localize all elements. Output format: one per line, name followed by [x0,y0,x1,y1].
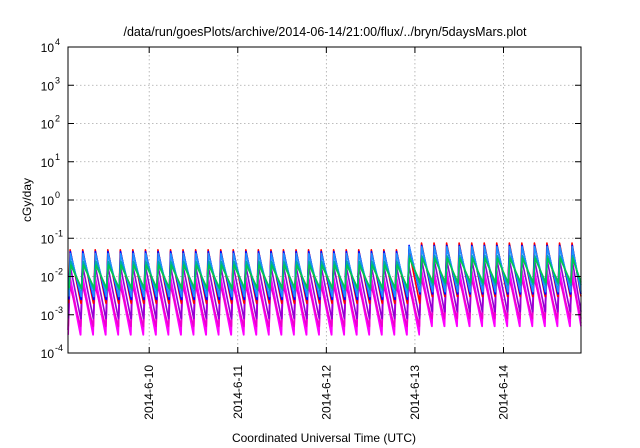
ticks [68,46,581,354]
y-tick-label: 10 [41,156,55,170]
grid [68,47,581,353]
y-tick-label: 10 [41,309,55,323]
series-line [68,244,582,301]
y-tick-label: 10 [41,41,55,55]
x-tick-label: 2014-6-11 [231,365,245,419]
x-tick-labels: 2014-6-10 2014-6-11 2014-6-12 2014-6-13 2014… [142,365,510,420]
y-tick-exponent: 0 [55,190,60,200]
x-axis-label: Coordinated Universal Time (UTC) [232,431,416,445]
y-tick-exponent: -4 [55,343,63,353]
chart-title: /data/run/goesPlots/archive/2014-06-14/2… [123,25,527,39]
y-tick-exponent: 4 [55,37,60,47]
y-tick-exponent: -2 [55,267,63,277]
y-axis-label: cGy/day [20,178,34,222]
x-tick-label: 2014-6-13 [408,365,422,420]
x-tick-label: 2014-6-10 [142,365,156,420]
y-tick-label: 10 [41,271,55,285]
y-tick-exponent: 3 [55,75,60,85]
y-tick-label: 10 [41,194,55,208]
series-line [67,242,582,304]
y-tick-label: 10 [41,347,55,361]
series-group [67,242,582,336]
y-tick-exponent: 1 [55,152,60,162]
x-tick-label: 2014-6-12 [319,365,333,420]
x-tick-label: 2014-6-14 [496,365,510,420]
y-tick-exponent: -1 [55,228,63,238]
series-line [68,254,582,291]
series-line [68,257,582,289]
y-tick-exponent: -3 [55,305,63,315]
series-line [68,245,582,298]
y-tick-exponent: 2 [55,114,60,124]
y-tick-label: 10 [41,118,55,132]
y-tick-label: 10 [41,79,55,93]
y-tick-label: 10 [41,232,55,246]
